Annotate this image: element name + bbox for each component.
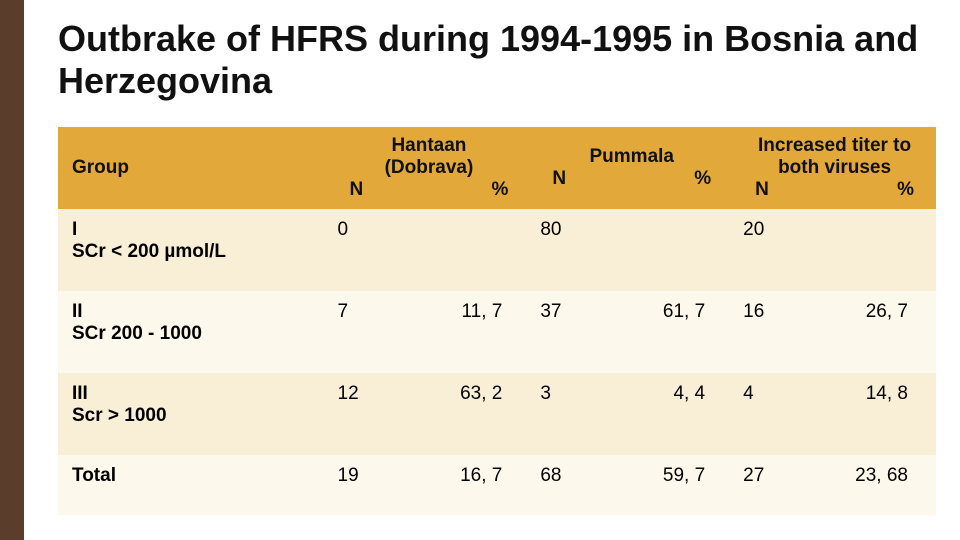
cell-p1: 16, 7 [412,455,530,515]
data-table: Group Hantaan (Dobrava) N % Pummala N % … [58,127,936,515]
group-line2: Scr > 1000 [72,405,167,426]
cell-p2: 61, 7 [615,291,733,373]
header-hantaan-line2: (Dobrava) [334,157,525,179]
cell-n3: 20 [733,209,818,291]
cell-p1 [412,209,530,291]
header-group: Group [58,127,328,209]
header-increased-line2: both viruses [739,157,930,179]
cell-n3: 4 [733,373,818,455]
group-line1: Total [72,465,116,486]
header-pct: % [897,179,914,201]
table-row: II SCr 200 - 1000 7 11, 7 37 61, 7 16 26… [58,291,936,373]
cell-n2: 3 [530,373,615,455]
table-row: I SCr < 200 µmol/L 0 80 20 [58,209,936,291]
cell-n2: 68 [530,455,615,515]
cell-p3: 26, 7 [818,291,936,373]
cell-n2: 80 [530,209,615,291]
cell-n1: 19 [328,455,413,515]
cell-group: I SCr < 200 µmol/L [58,209,328,291]
cell-p2: 4, 4 [615,373,733,455]
header-n: N [350,179,364,201]
cell-p2: 59, 7 [615,455,733,515]
cell-n3: 16 [733,291,818,373]
header-n: N [755,179,769,201]
slide-title: Outbrake of HFRS during 1994-1995 in Bos… [24,0,960,127]
table-header-row: Group Hantaan (Dobrava) N % Pummala N % … [58,127,936,209]
cell-p2 [615,209,733,291]
cell-p3 [818,209,936,291]
table-row: III Scr > 1000 12 63, 2 3 4, 4 4 14, 8 [58,373,936,455]
group-line1: II [72,301,83,322]
cell-n2: 37 [530,291,615,373]
group-line2: SCr 200 - 1000 [72,323,202,344]
header-increased-line1: Increased titer to [739,135,930,157]
cell-p3: 23, 68 [818,455,936,515]
table-row: Total 19 16, 7 68 59, 7 27 23, 68 [58,455,936,515]
header-pct: % [694,168,711,190]
cell-group: II SCr 200 - 1000 [58,291,328,373]
cell-p1: 11, 7 [412,291,530,373]
cell-p1: 63, 2 [412,373,530,455]
header-n: N [552,168,566,190]
group-line2: SCr < 200 µmol/L [72,241,226,262]
group-line1: I [72,219,77,240]
header-pct: % [491,179,508,201]
cell-n1: 7 [328,291,413,373]
cell-n1: 0 [328,209,413,291]
header-pummala-line1: Pummala [536,146,727,168]
header-hantaan-line1: Hantaan [334,135,525,157]
group-line1: III [72,383,88,404]
cell-n3: 27 [733,455,818,515]
cell-p3: 14, 8 [818,373,936,455]
cell-group: Total [58,455,328,515]
slide: Outbrake of HFRS during 1994-1995 in Bos… [0,0,960,540]
cell-n1: 12 [328,373,413,455]
cell-group: III Scr > 1000 [58,373,328,455]
header-hantaan: Hantaan (Dobrava) N % [328,127,531,209]
header-pummala: Pummala N % [530,127,733,209]
header-increased: Increased titer to both viruses N % [733,127,936,209]
